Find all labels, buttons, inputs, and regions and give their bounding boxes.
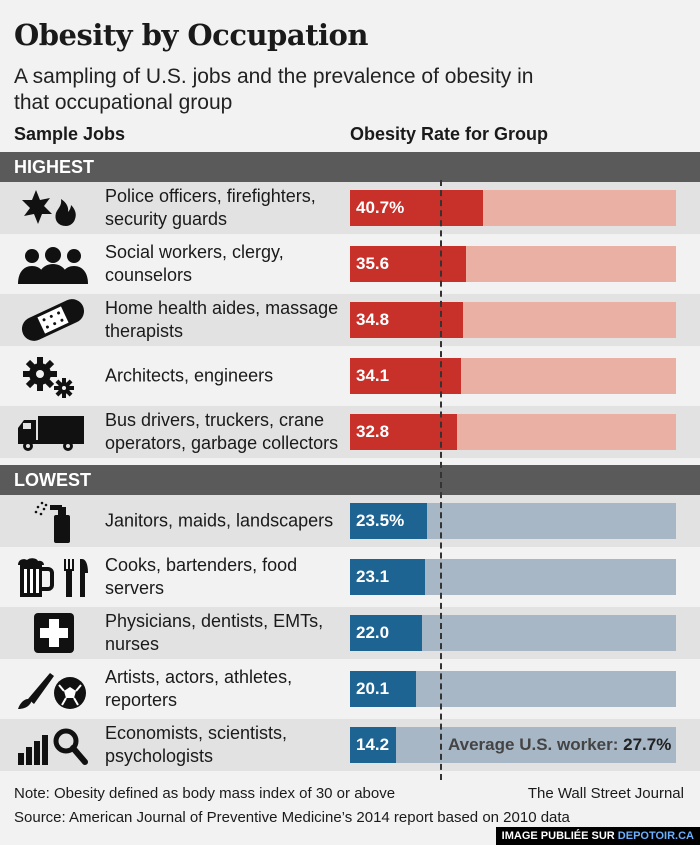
data-label: 34.8 <box>356 310 390 329</box>
source-note: Source: American Journal of Preventive M… <box>14 809 570 826</box>
data-label: 23.5% <box>356 511 405 530</box>
bar-track: 23.1 <box>350 559 676 595</box>
chart-row: Cooks, bartenders, food servers 23.1 <box>0 551 700 603</box>
category-label: Architects, engineers <box>105 365 274 386</box>
footnote: Note: Obesity defined as body mass index… <box>14 785 396 802</box>
bar <box>350 246 467 282</box>
data-label: 14.2 <box>356 735 390 754</box>
category-label: Social workers, clergy, counselors <box>105 242 284 285</box>
data-label: 23.1 <box>356 567 390 586</box>
bandage-icon <box>14 298 92 342</box>
bar <box>350 302 464 338</box>
data-label: 34.1 <box>356 366 390 385</box>
publisher-credit: The Wall Street Journal <box>527 785 684 802</box>
chart-row: Social workers, clergy, counselors 35.6 <box>0 238 700 290</box>
badge-and-flame-icon <box>14 186 92 230</box>
data-label: 32.8 <box>356 422 390 441</box>
chart-row: Physicians, dentists, EMTs, nurses 22.0 <box>0 607 700 659</box>
bar <box>350 559 426 595</box>
watermark: IMAGE PUBLIÉE SUR DEPOTOIR.CA <box>495 827 700 845</box>
bar <box>350 671 416 707</box>
column-header-rate: Obesity Rate for Group <box>350 124 549 144</box>
bar <box>350 503 427 539</box>
people-icon <box>14 242 92 286</box>
chart-row: Home health aides, massage therapists 34.… <box>0 294 700 346</box>
bar-track: 34.1 <box>350 358 676 394</box>
average-reference-label: Average U.S. worker: 27.7% <box>448 735 672 754</box>
data-label: 40.7% <box>356 198 405 217</box>
bar <box>350 727 397 763</box>
bar-track: 22.0 <box>350 615 676 651</box>
medical-cross-icon <box>14 611 92 655</box>
bar-track: 23.5% <box>350 503 676 539</box>
bar <box>350 615 422 651</box>
bar <box>350 414 457 450</box>
chart-row: Bus drivers, truckers, crane operators, … <box>0 406 700 458</box>
brush-and-ball-icon <box>14 667 92 711</box>
bar-chart-magnifier-icon <box>14 723 92 767</box>
category-label: Economists, scientists, psychologists <box>105 723 288 766</box>
category-label: Artists, actors, athletes, reporters <box>105 667 293 710</box>
chart-subtitle: A sampling of U.S. jobs and the prevalen… <box>14 65 534 114</box>
bar-track: 40.7% <box>350 190 676 226</box>
column-header-jobs: Sample Jobs <box>14 124 126 144</box>
bar-track: 14.2 <box>350 727 676 763</box>
section-highest: HIGHEST <box>0 152 700 182</box>
average-reference-line <box>440 180 443 780</box>
truck-icon <box>14 410 92 454</box>
chart-row: Janitors, maids, landscapers 23.5% <box>0 495 700 547</box>
data-label: 35.6 <box>356 254 390 273</box>
bar-track: 32.8 <box>350 414 676 450</box>
chart-row: Police officers, firefighters, security … <box>0 182 700 234</box>
beer-and-utensils-icon <box>14 555 92 599</box>
chart-row: Architects, engineers 34.1 <box>0 350 700 402</box>
chart-title: Obesity by Occupation <box>14 18 368 52</box>
category-label: Janitors, maids, landscapers <box>105 510 334 531</box>
category-label: Physicians, dentists, EMTs, nurses <box>105 611 324 654</box>
bar-track: 34.8 <box>350 302 676 338</box>
data-label: 22.0 <box>356 623 390 642</box>
chart-row: Artists, actors, athletes, reporters 20.1 <box>0 663 700 715</box>
category-label: Home health aides, massage therapists <box>105 298 339 341</box>
bar <box>350 358 462 394</box>
bar-track: 35.6 <box>350 246 676 282</box>
category-label: Cooks, bartenders, food servers <box>105 555 298 598</box>
bar <box>350 190 483 226</box>
category-label: Bus drivers, truckers, crane operators, … <box>105 410 339 453</box>
data-label: 20.1 <box>356 679 390 698</box>
chart-row: Economists, scientists, psychologists 14.… <box>0 719 700 771</box>
section-lowest: LOWEST <box>0 465 700 495</box>
category-label: Police officers, firefighters, security … <box>105 186 316 229</box>
spray-bottle-icon <box>14 499 92 543</box>
bar-track: 20.1 <box>350 671 676 707</box>
gears-icon <box>14 354 92 398</box>
